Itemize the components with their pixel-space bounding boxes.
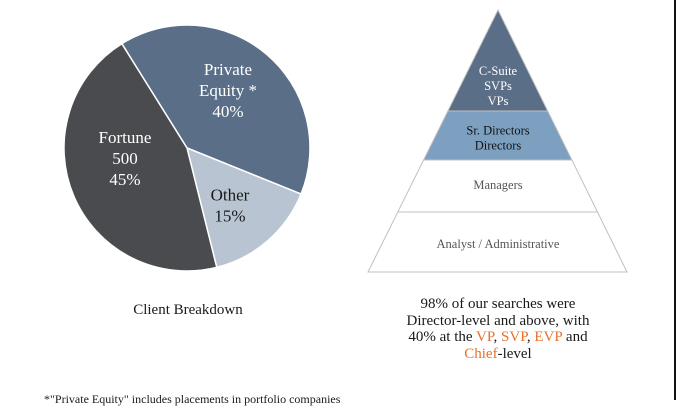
caption-line-2: Director-level and above, with [406,312,590,329]
chief-highlight: Chief [464,345,498,362]
pyramid-label-3: Analyst / Administrative [437,237,560,251]
caption-suffix: -level [497,345,532,362]
pie-label-0: Private Equity * 40% [199,60,257,121]
pyramid-label-1: Sr. Directors Directors [466,124,529,153]
caption-line-1: 98% of our searches were [420,296,576,312]
pie-slice-0 [120,24,311,196]
sep-2: , [526,329,535,345]
vp-highlight: VP [476,329,494,345]
caption-line-3: 40% at the VP, SVP, EVP and [388,329,608,346]
pie-label-1: Other 15% [211,186,250,226]
pie-caption: Client Breakdown [133,302,243,318]
caption-line-4: Chief-level [388,346,608,363]
pyramid-level-3 [367,211,628,273]
sep-1: , [493,329,502,345]
pie-label-2: Fortune 500 45% [99,128,152,189]
pie-slice-2 [63,42,218,272]
pyramid-caption: 98% of our searches were Director-level … [388,296,608,362]
pie-slice-1 [185,146,303,269]
caption-prefix: 40% at the [408,329,477,345]
right-border-rule [674,0,676,400]
svp-highlight: SVP [501,329,527,345]
and-text: and [562,329,588,345]
pyramid-label-0: C-Suite SVPs VPs [479,64,518,108]
evp-highlight: EVP [534,329,563,345]
pyramid-label-2: Managers [473,178,522,192]
